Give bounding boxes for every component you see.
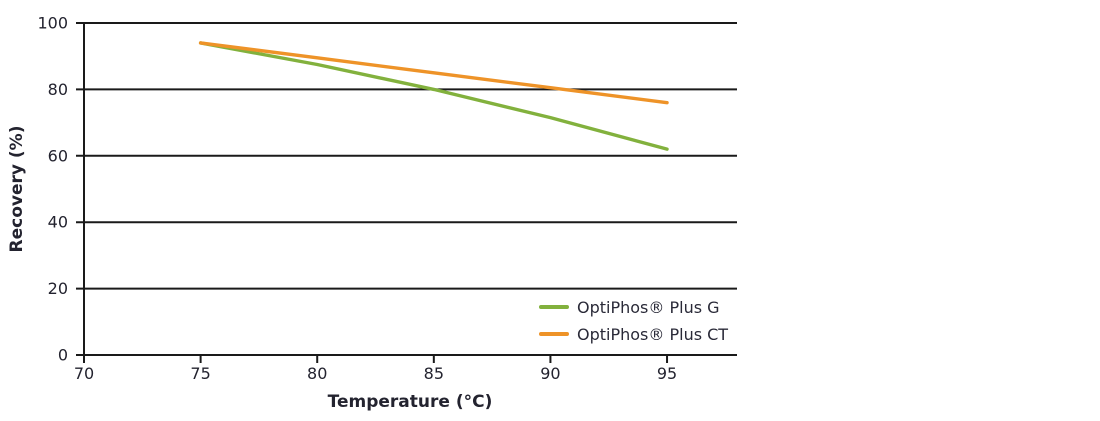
x-tick-label-95: 95 bbox=[657, 364, 677, 383]
y-tick-label-60: 60 bbox=[48, 146, 68, 165]
legend-item-optiphos-plus-g: OptiPhos® Plus G bbox=[539, 297, 728, 317]
y-tick-label-40: 40 bbox=[48, 213, 68, 232]
chart-legend: OptiPhos® Plus G OptiPhos® Plus CT bbox=[539, 297, 728, 344]
y-tick-label-20: 20 bbox=[48, 279, 68, 298]
series-line-optiphos-plus-ct bbox=[198, 41, 669, 105]
series-line-optiphos-plus-g bbox=[198, 41, 669, 151]
y-tick-label-100: 100 bbox=[37, 14, 68, 33]
y-tick-label-80: 80 bbox=[48, 80, 68, 99]
x-tick-label-70: 70 bbox=[74, 364, 94, 383]
x-tick-label-90: 90 bbox=[540, 364, 560, 383]
x-tick-label-75: 75 bbox=[190, 364, 210, 383]
legend-item-optiphos-plus-ct: OptiPhos® Plus CT bbox=[539, 324, 728, 344]
y-axis-title: Recovery (%) bbox=[7, 125, 27, 253]
legend-swatch-orange-line-icon bbox=[539, 331, 569, 337]
x-axis-title: Temperature (°C) bbox=[327, 392, 493, 412]
x-tick-label-80: 80 bbox=[307, 364, 327, 383]
legend-swatch-green-line-icon bbox=[539, 304, 569, 310]
x-tick-label-85: 85 bbox=[424, 364, 444, 383]
legend-label-optiphos-plus-g: OptiPhos® Plus G bbox=[577, 297, 720, 317]
y-tick-label-0: 0 bbox=[58, 346, 68, 365]
legend-label-optiphos-plus-ct: OptiPhos® Plus CT bbox=[577, 324, 729, 344]
